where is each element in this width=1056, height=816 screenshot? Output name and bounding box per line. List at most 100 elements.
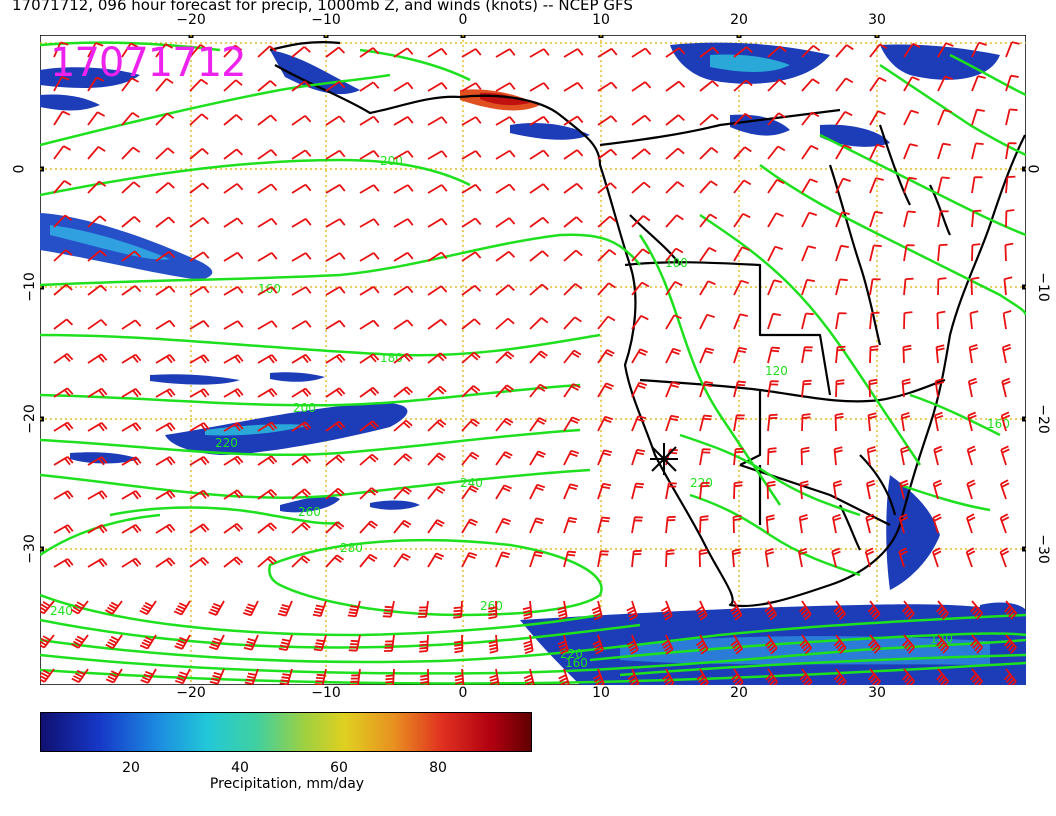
- wind-barb-feather: [524, 649, 533, 655]
- wind-barb-feather: [942, 142, 951, 146]
- wind-barb: [903, 245, 908, 262]
- wind-barb: [53, 76, 63, 92]
- wind-barb-feather: [372, 116, 380, 124]
- wind-barb-feather: [907, 612, 915, 620]
- wind-barb-feather: [812, 44, 821, 52]
- wind-barb-feather: [730, 673, 739, 681]
- wind-barb-feather: [383, 612, 392, 615]
- wind-barb-feather: [509, 116, 516, 124]
- wind-barb-feather: [936, 639, 943, 647]
- wind-barb-feather: [202, 489, 210, 498]
- wind-barb-feather: [270, 218, 278, 226]
- wind-barb-feather: [541, 283, 549, 291]
- wind-barb-feather: [454, 640, 463, 644]
- wind-barb-feather: [698, 676, 706, 683]
- lon-tick-top: 10: [592, 12, 610, 28]
- wind-barb: [869, 245, 875, 262]
- wind-barb-feather: [385, 677, 394, 681]
- wind-barb-feather: [1004, 639, 1011, 647]
- wind-barb-feather: [805, 312, 814, 316]
- wind-barb-feather: [764, 639, 773, 647]
- wind-barb-feather: [235, 79, 243, 86]
- wind-barb-feather: [439, 352, 448, 360]
- wind-barb-feather: [977, 680, 983, 685]
- wind-barb: [53, 249, 67, 262]
- wind-barb-feather: [933, 445, 942, 451]
- wind-barb: [1004, 244, 1007, 262]
- wind-barb-feather: [316, 677, 325, 680]
- wind-barb: [121, 285, 136, 296]
- lon-tick-bottom: −20: [176, 685, 206, 701]
- wind-barb-feather: [560, 680, 569, 685]
- wind-barb-feather: [567, 520, 577, 524]
- wind-barb: [53, 318, 68, 330]
- wind-barb-feather: [609, 182, 617, 190]
- wind-barb: [393, 285, 408, 296]
- wind-barb-feather: [436, 519, 445, 525]
- wind-barb-feather: [405, 386, 414, 394]
- wind-barb-feather: [678, 47, 686, 55]
- lat-tick-right: −30: [1034, 534, 1051, 564]
- wind-barb-feather: [60, 41, 69, 46]
- wind-barb-feather: [943, 109, 952, 113]
- wind-barb-feather: [135, 524, 142, 532]
- wind-barb-feather: [558, 612, 567, 617]
- wind-barb-feather: [968, 448, 977, 454]
- wind-barb-feather: [709, 213, 718, 220]
- wind-barb-feather: [212, 674, 221, 679]
- wind-barb-feather: [470, 485, 479, 491]
- wind-barb-feather: [734, 481, 743, 484]
- wind-barb-feather: [132, 424, 139, 432]
- wind-barb-feather: [670, 384, 679, 388]
- wind-barb-feather: [800, 480, 809, 484]
- wind-barb: [495, 284, 510, 296]
- wind-barb-feather: [339, 286, 346, 294]
- wind-barb-feather: [732, 642, 740, 649]
- wind-barb-feather: [67, 490, 74, 498]
- wind-barb-feather: [488, 643, 498, 648]
- wind-barb-feather: [384, 605, 393, 609]
- wind-barb-feather: [745, 79, 753, 87]
- wind-barb-feather: [97, 111, 106, 117]
- wind-barb-feather: [557, 640, 566, 646]
- wind-barb-feather: [767, 483, 776, 488]
- wind-barb-feather: [704, 350, 713, 354]
- wind-barb-feather: [246, 675, 255, 679]
- wind-barb: [495, 183, 510, 194]
- wind-barb: [87, 215, 101, 228]
- wind-barb-feather: [573, 349, 582, 356]
- wind-barb-feather: [601, 516, 610, 520]
- wind-barb-feather: [737, 349, 746, 354]
- wind-barb-feather: [740, 279, 749, 285]
- wind-barb-feather: [799, 673, 807, 681]
- wind-barb: [699, 147, 713, 160]
- wind-barb-feather: [604, 385, 613, 390]
- wind-barb-feather: [65, 249, 73, 256]
- wind-barb-feather: [807, 681, 813, 685]
- wind-barb-feather: [704, 380, 714, 385]
- wind-barb-feather: [506, 351, 515, 358]
- wind-barb-feather: [233, 558, 241, 566]
- wind-barb-feather: [574, 283, 583, 290]
- wind-barb-feather: [66, 353, 74, 361]
- wind-barb-feather: [234, 389, 241, 398]
- wind-barb: [223, 183, 238, 194]
- wind-barb: [835, 44, 848, 58]
- wind-barb-feather: [211, 605, 220, 611]
- wind-barb: [223, 79, 237, 92]
- wind-barb: [835, 279, 841, 296]
- wind-barb-feather: [559, 646, 568, 652]
- wind-barb-feather: [832, 550, 841, 556]
- wind-barb-feather: [419, 650, 428, 653]
- wind-barb-feather: [534, 520, 543, 525]
- wind-barb: [1002, 313, 1007, 330]
- wind-barb-feather: [672, 347, 681, 353]
- wind-barb-feather: [1000, 547, 1009, 553]
- wind-barb-feather: [1010, 612, 1017, 620]
- wind-barb-feather: [131, 77, 140, 83]
- wind-barb: [189, 251, 204, 262]
- wind-barb-feather: [508, 183, 516, 192]
- wind-barb-feather: [636, 448, 646, 453]
- wind-barb-feather: [836, 379, 845, 382]
- wind-barb-feather: [678, 80, 686, 88]
